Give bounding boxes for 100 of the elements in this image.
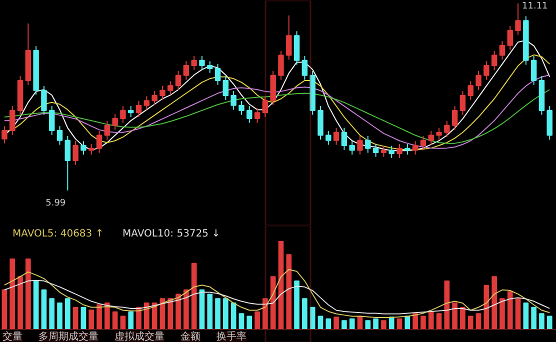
candlestick: [326, 130, 332, 146]
candlestick: [254, 108, 260, 124]
candlestick: [2, 126, 8, 144]
bar: [207, 294, 213, 330]
bar: [436, 313, 442, 330]
bar: [539, 313, 544, 330]
bar: [334, 316, 339, 330]
candlestick: [365, 136, 371, 154]
bar: [230, 302, 236, 330]
bar: [262, 298, 268, 330]
bar: [452, 302, 458, 330]
bar: [412, 313, 418, 330]
bar: [238, 313, 244, 330]
bar: [349, 318, 355, 330]
candlestick: [222, 76, 229, 100]
candlestick: [41, 85, 47, 116]
candlestick: [64, 136, 71, 191]
candlestick: [333, 127, 340, 146]
candlestick: [230, 90, 236, 110]
bar: [381, 320, 386, 330]
bar: [215, 298, 220, 330]
bar: [128, 311, 134, 330]
candlestick: [404, 144, 410, 156]
candlestick: [499, 40, 506, 60]
candlestick: [214, 64, 221, 86]
text: 多周期成交量: [38, 330, 98, 342]
candlestick: [380, 145, 387, 158]
bar: [57, 302, 62, 330]
candlestick: [491, 50, 498, 70]
candlestick: [120, 106, 126, 124]
candlestick: [460, 90, 466, 116]
bar: [168, 298, 174, 330]
bar: [33, 280, 39, 330]
candlestick: [160, 85, 166, 100]
bar: [444, 280, 450, 330]
candlestick: [56, 126, 63, 146]
bar: [2, 289, 8, 330]
bar: [326, 318, 332, 330]
candlestick: [72, 140, 78, 166]
bar: [310, 306, 316, 330]
candlestick: [128, 106, 134, 118]
candlestick: [246, 106, 252, 124]
bar: [96, 304, 102, 330]
candlestick: [412, 140, 418, 156]
candlestick: [9, 106, 16, 136]
candlestick: [207, 60, 213, 74]
bar: [223, 298, 228, 330]
candlestick: [278, 50, 284, 80]
bar: [72, 306, 78, 330]
candlestick: [238, 100, 244, 116]
bar: [531, 306, 536, 330]
bar: [88, 310, 94, 330]
bar: [476, 313, 482, 330]
text: 虚拟成交量: [114, 330, 164, 342]
candlestick: [357, 136, 363, 156]
bar: [25, 258, 31, 330]
text: MAVOL5: 40683 ↑: [12, 228, 104, 240]
bar: [80, 306, 86, 330]
bar: [500, 298, 505, 330]
bar: [176, 294, 181, 330]
annotation: 5.99: [46, 198, 66, 208]
candlestick: [420, 136, 426, 150]
bar: [18, 276, 23, 330]
bar: [468, 316, 474, 330]
candlestick: [112, 114, 118, 130]
candlestick: [388, 145, 394, 158]
text: 换手率: [216, 330, 246, 342]
candlestick: [515, 2, 521, 36]
bar: [507, 291, 513, 330]
bar: [365, 320, 371, 330]
candlestick: [262, 96, 268, 118]
candlestick: [199, 56, 205, 70]
bar: [428, 311, 434, 330]
bar: [254, 311, 260, 330]
bar: [246, 316, 252, 330]
annotation: 11.11: [522, 1, 548, 12]
candlestick: [168, 80, 174, 96]
bar: [342, 320, 347, 330]
text: 交量: [2, 330, 22, 342]
candlestick: [468, 80, 474, 100]
candlestick: [484, 60, 490, 80]
bar: [41, 289, 47, 330]
bar: [294, 280, 300, 330]
text: MAVOL10: 53725 ↓: [122, 228, 220, 240]
bar: [373, 318, 378, 330]
candlestick: [104, 120, 110, 140]
bar: [136, 306, 142, 330]
candlestick: [144, 96, 150, 110]
bar: [484, 284, 490, 330]
bar: [64, 298, 70, 330]
candlestick: [530, 56, 537, 86]
candlestick: [191, 56, 197, 70]
candlestick: [302, 56, 308, 80]
candlestick: [372, 144, 379, 158]
candlestick: [80, 140, 86, 156]
candlestick: [507, 26, 513, 50]
text: 金额: [180, 330, 200, 342]
candlestick: [428, 130, 434, 146]
candlestick: [396, 144, 402, 158]
candlestick: [476, 70, 482, 90]
